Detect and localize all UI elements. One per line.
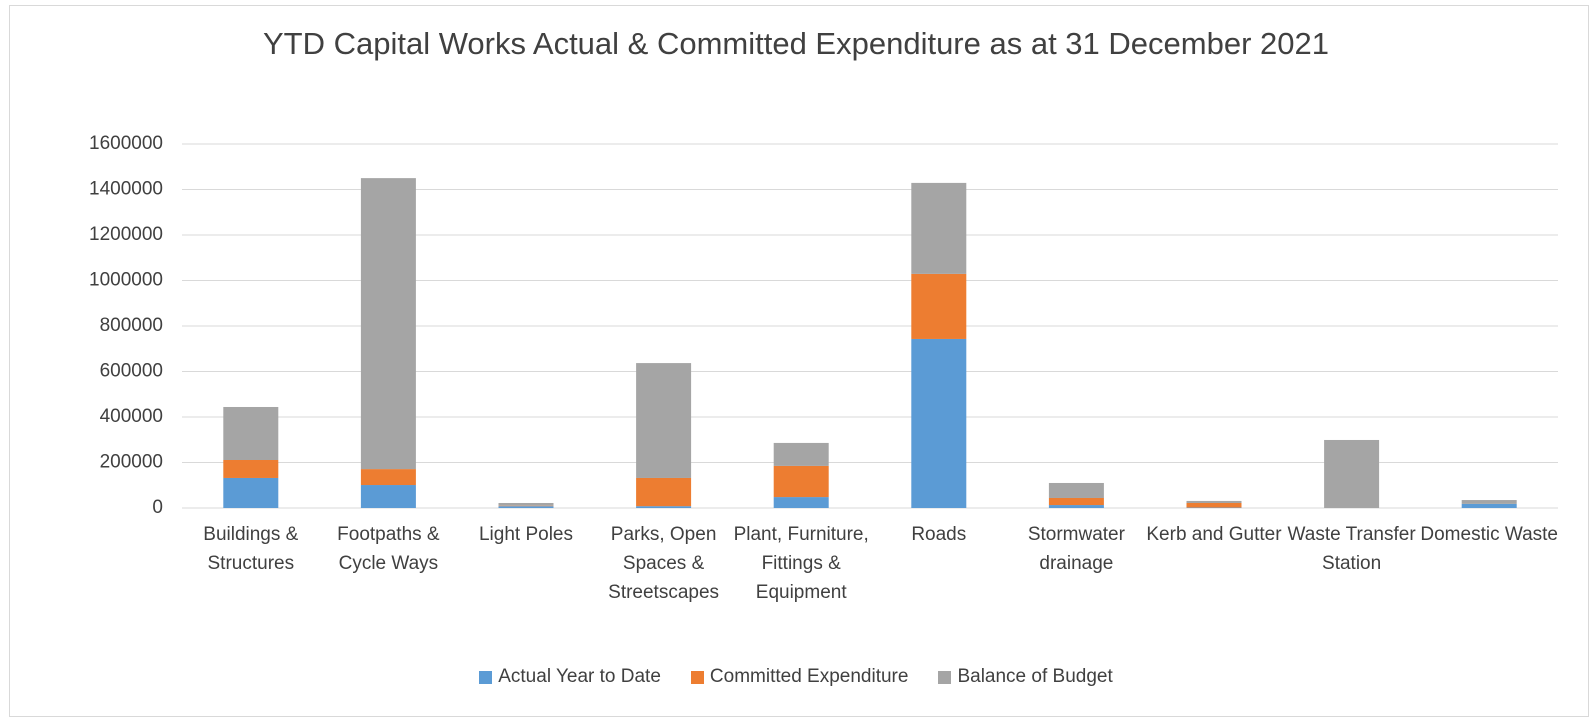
x-tick-label: Light Poles bbox=[478, 524, 573, 545]
bar-segment bbox=[1324, 439, 1380, 508]
x-tick-label: Kerb and Gutter bbox=[1146, 524, 1282, 545]
bar-segment bbox=[1186, 500, 1242, 503]
bar-segment bbox=[911, 338, 967, 508]
bar-segment bbox=[773, 442, 829, 466]
bar-segment bbox=[1461, 503, 1517, 508]
y-tick-label: 0 bbox=[152, 497, 163, 518]
y-tick-label: 400000 bbox=[100, 406, 163, 427]
legend-label: Committed Expenditure bbox=[709, 666, 909, 687]
legend-swatch bbox=[938, 670, 952, 684]
bar-segment bbox=[360, 178, 416, 470]
bar-segment bbox=[773, 497, 829, 508]
legend-swatch bbox=[479, 670, 493, 684]
bar-segment bbox=[1048, 497, 1104, 506]
x-tick-label: Plant, Furniture, Fittings & Equipment bbox=[733, 524, 869, 603]
bar-segment bbox=[223, 406, 279, 460]
bar-segment bbox=[1048, 505, 1104, 508]
bar-segment bbox=[773, 465, 829, 498]
legend: Actual Year to Date Committed Expenditure… bbox=[0, 666, 1592, 688]
bar-segment bbox=[498, 506, 554, 508]
legend-swatch bbox=[690, 670, 704, 684]
chart-frame bbox=[9, 5, 1589, 717]
bar-segment bbox=[911, 182, 967, 274]
legend-label: Actual Year to Date bbox=[498, 666, 661, 687]
bar-segment bbox=[1048, 482, 1104, 498]
bar-segment bbox=[498, 502, 554, 506]
bar-segment bbox=[223, 477, 279, 508]
bar-segment bbox=[636, 363, 692, 478]
bar-segment bbox=[1186, 502, 1242, 508]
bar-segment bbox=[223, 459, 279, 478]
bar-segment bbox=[911, 273, 967, 339]
y-tick-label: 1400000 bbox=[89, 179, 163, 200]
y-tick-label: 1000000 bbox=[89, 270, 163, 291]
bar-segment bbox=[1461, 500, 1517, 504]
x-tick-label: Stormwater drainage bbox=[1027, 524, 1125, 574]
y-tick-label: 1200000 bbox=[89, 224, 163, 245]
legend-label: Balance of Budget bbox=[957, 666, 1113, 687]
y-tick-label: 200000 bbox=[100, 452, 163, 473]
x-tick-label: Buildings & Structures bbox=[203, 524, 299, 574]
y-tick-label: 600000 bbox=[100, 361, 163, 382]
bar-segment bbox=[360, 485, 416, 508]
legend-item: Committed Expenditure bbox=[690, 666, 909, 688]
y-tick-label: 1600000 bbox=[89, 133, 163, 154]
bar-segment bbox=[636, 477, 692, 507]
x-tick-label: Roads bbox=[911, 524, 967, 545]
x-tick-label: Waste Transfer Station bbox=[1287, 524, 1416, 574]
bar-segment bbox=[360, 469, 416, 486]
legend-item: Actual Year to Date bbox=[479, 666, 661, 688]
x-tick-label: Parks, Open Spaces & Streetscapes bbox=[608, 524, 720, 603]
legend-item: Balance of Budget bbox=[938, 666, 1113, 688]
x-tick-label: Domestic Waste bbox=[1420, 524, 1558, 545]
x-tick-label: Footpaths & Cycle Ways bbox=[337, 524, 440, 574]
bar-segment bbox=[636, 506, 692, 508]
y-tick-label: 800000 bbox=[100, 315, 163, 336]
chart-title: YTD Capital Works Actual & Committed Exp… bbox=[263, 26, 1329, 61]
